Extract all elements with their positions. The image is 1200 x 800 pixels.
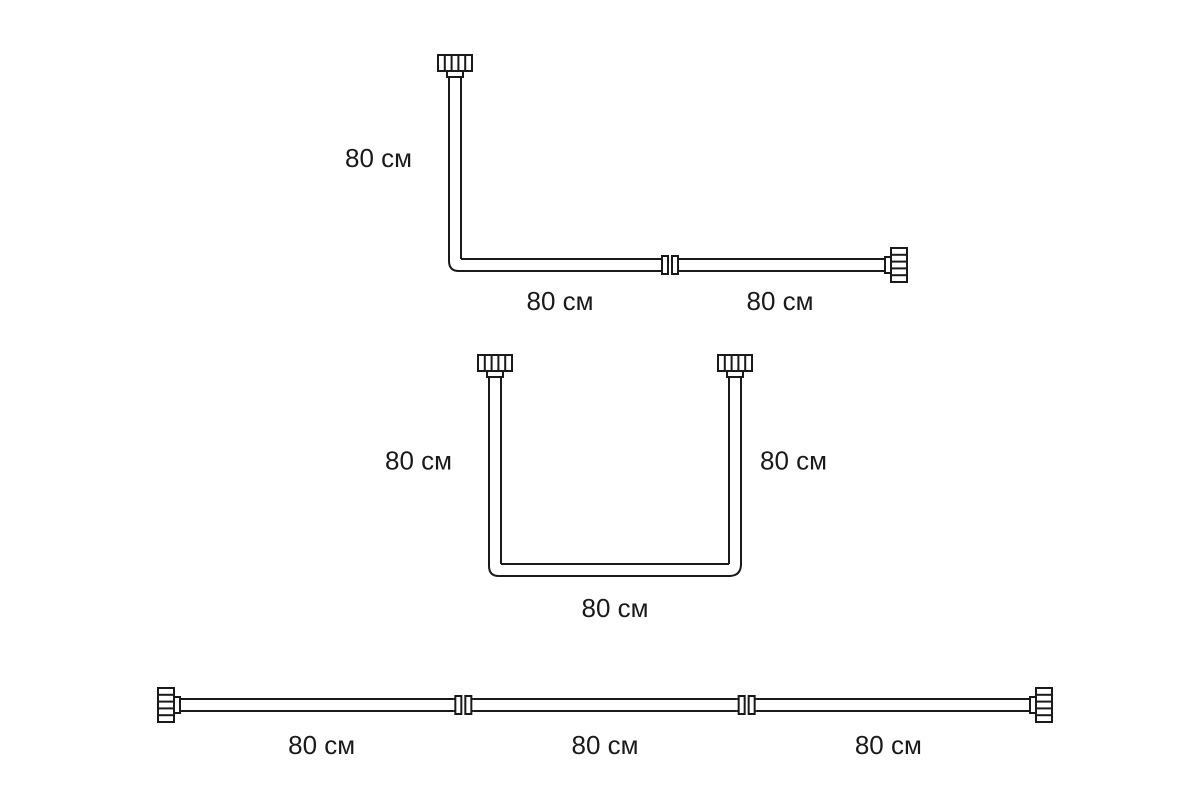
fig2-right-dim: 80 см: [760, 445, 827, 475]
fig2-bottom-dim: 80 см: [581, 593, 648, 623]
fig1-vertical-dim: 80 см: [345, 143, 412, 173]
fig1-h2-dim: 80 см: [746, 286, 813, 316]
fig3-h2-dim: 80 см: [571, 730, 638, 760]
fig3-h3-dim: 80 см: [855, 730, 922, 760]
fig3-h1-dim: 80 см: [288, 730, 355, 760]
fig2-left-dim: 80 см: [385, 445, 452, 475]
fig1-h1-dim: 80 см: [526, 286, 593, 316]
